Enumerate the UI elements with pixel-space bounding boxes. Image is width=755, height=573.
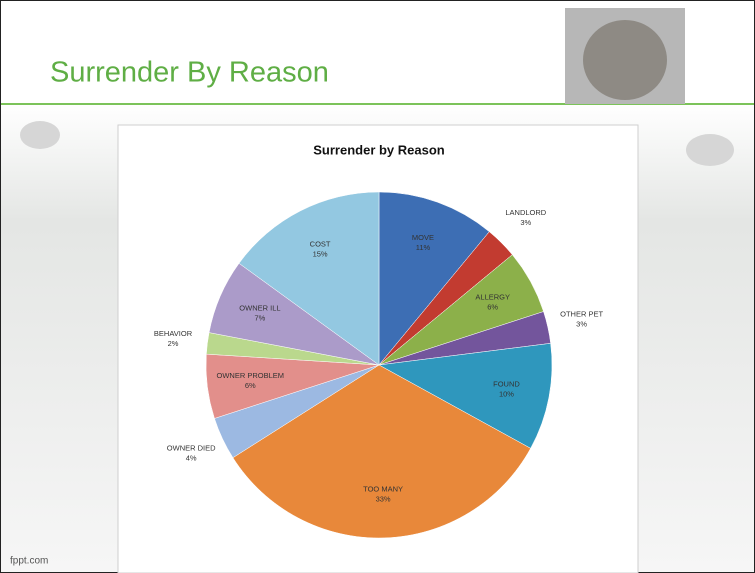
slice-value: 3% bbox=[520, 218, 531, 227]
pie-slice bbox=[232, 364, 531, 539]
slice-label: OWNER PROBLEM bbox=[217, 371, 285, 380]
slice-value: 4% bbox=[186, 453, 197, 462]
slice-value: 33% bbox=[376, 495, 391, 504]
slice-label: FOUND bbox=[493, 379, 520, 388]
pie-slice bbox=[378, 343, 553, 449]
mouse-icon bbox=[20, 121, 60, 149]
slice-value: 10% bbox=[499, 389, 514, 398]
pie-slice bbox=[378, 191, 490, 366]
chart-title: Surrender by Reason bbox=[313, 142, 445, 157]
slice-label: LANDLORD bbox=[505, 208, 546, 217]
slice-label: ALLERGY bbox=[475, 292, 510, 301]
slice-value: 15% bbox=[313, 249, 328, 258]
slice-label: BEHAVIOR bbox=[154, 329, 193, 338]
mouse-icon bbox=[686, 134, 734, 166]
slice-value: 2% bbox=[168, 339, 179, 348]
slice-label: TOO MANY bbox=[363, 485, 403, 494]
slice-label: COST bbox=[310, 239, 331, 248]
slice-value: 6% bbox=[245, 381, 256, 390]
slice-label: MOVE bbox=[412, 233, 434, 242]
cat-face bbox=[583, 20, 667, 100]
pie-slice bbox=[238, 191, 380, 366]
slide-title: Surrender By Reason bbox=[50, 57, 329, 89]
slice-value: 3% bbox=[576, 320, 587, 329]
slice-label: OWNER DIED bbox=[167, 443, 216, 452]
slice-value: 7% bbox=[254, 313, 265, 322]
footer: fppt.com bbox=[10, 556, 48, 567]
slice-value: 6% bbox=[487, 302, 498, 311]
slice-label: OTHER PET bbox=[560, 310, 603, 319]
slice-value: 11% bbox=[416, 243, 431, 252]
slice-label: OWNER ILL bbox=[239, 303, 280, 312]
